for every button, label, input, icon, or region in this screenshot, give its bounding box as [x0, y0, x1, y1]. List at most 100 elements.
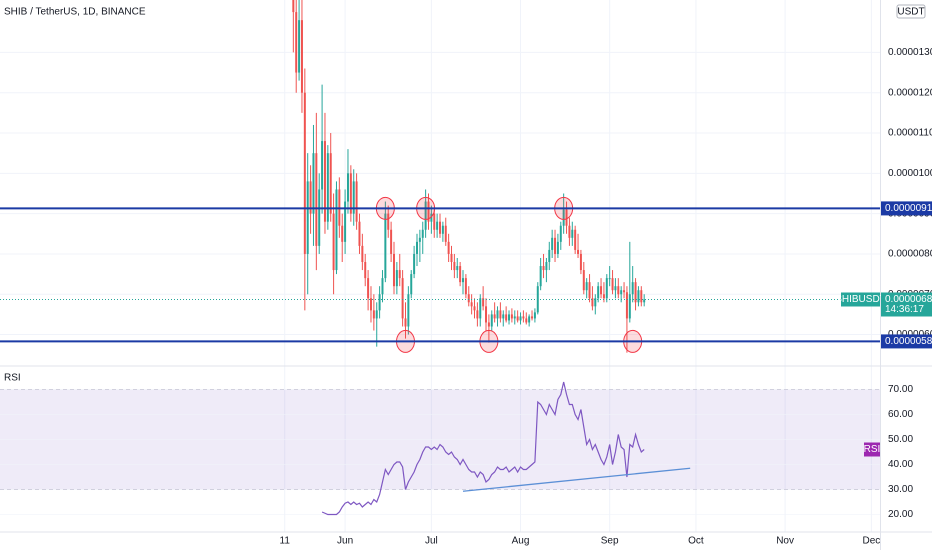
candle-body [473, 306, 476, 311]
currency-label[interactable]: USDT [897, 7, 924, 18]
candle-body [602, 294, 605, 299]
candle-body [562, 209, 565, 226]
candle-body [295, 12, 298, 73]
symbol-label: SHIBUSDT [835, 294, 886, 305]
candle-body [335, 189, 338, 271]
candle-body [427, 201, 430, 222]
x-tick-label: Jun [337, 536, 353, 547]
candle-body [346, 173, 349, 202]
y-tick-label: 0.00001200 [888, 87, 932, 98]
candle-body [556, 241, 559, 254]
candle-body [582, 270, 585, 291]
candle-body [464, 278, 467, 295]
candle-body [447, 241, 450, 254]
candle-body [505, 314, 508, 321]
candle-body [421, 229, 424, 238]
y-tick-label: 30.00 [888, 484, 913, 495]
candle-body [522, 316, 525, 319]
candle-body [367, 278, 370, 299]
candle-body [637, 290, 640, 303]
candle-body [398, 270, 401, 279]
candle-body [332, 213, 335, 271]
rsi-tag: RSI [864, 444, 881, 455]
candle-body [323, 141, 326, 222]
y-tick-label: 60.00 [888, 409, 913, 420]
y-tick-label: 50.00 [888, 434, 913, 445]
candle-body [496, 310, 499, 319]
candle-body [565, 209, 568, 226]
candle-body [617, 286, 620, 295]
candle-body [306, 181, 309, 254]
candle-body [381, 278, 384, 295]
y-tick-label: 0.00001000 [888, 168, 932, 179]
candle-body [554, 237, 557, 254]
candle-body [441, 225, 444, 234]
candle-body [574, 229, 577, 250]
candle-body [539, 266, 542, 287]
candle-body [476, 310, 479, 319]
candle-body [525, 318, 528, 323]
candle-body [594, 298, 597, 307]
candle-body [410, 274, 413, 295]
candle-body [640, 290, 643, 303]
candle-body [479, 298, 482, 319]
candle-body [358, 221, 361, 246]
candle-body [545, 262, 548, 271]
candle-body [600, 286, 603, 295]
countdown-label: 14:36:17 [885, 304, 924, 315]
candle-body [344, 201, 347, 242]
x-tick-label: Nov [776, 536, 794, 547]
candle-body [418, 237, 421, 242]
candle-body [620, 290, 623, 295]
candle-body [369, 298, 372, 311]
candle-body [372, 310, 375, 319]
price-pane [0, 0, 880, 353]
candle-body [361, 245, 364, 263]
candle-body [444, 225, 447, 242]
candle-body [292, 0, 295, 13]
candle-body [585, 282, 588, 291]
candle-body [533, 312, 536, 319]
candle-body [392, 253, 395, 287]
last-price-label: 0.00000687 [885, 294, 932, 305]
y-tick-label: 20.00 [888, 509, 913, 520]
candle-body [326, 153, 329, 222]
candle-body [390, 229, 393, 254]
level-label-box [881, 201, 932, 216]
candle-body [352, 181, 355, 214]
candle-body [355, 181, 358, 222]
candle-body [628, 294, 631, 319]
rsi-pane [0, 381, 880, 516]
rsi-line [321, 381, 645, 516]
candle-body [462, 278, 465, 283]
price-grid [0, 0, 880, 532]
candle-body [508, 314, 511, 321]
candle-body [436, 221, 439, 230]
x-tick-label: 11 [280, 536, 291, 547]
candle-body [499, 310, 502, 319]
currency-box[interactable] [896, 4, 926, 19]
candle-body [341, 225, 344, 242]
candle-body [510, 314, 513, 319]
x-tick-label: Oct [688, 536, 704, 547]
candle-body [470, 302, 473, 307]
x-tick-label: Dec [862, 536, 880, 547]
y-tick-label: 70.00 [888, 384, 913, 395]
symbol-box [841, 292, 880, 307]
trend-line [462, 467, 691, 492]
chart-title: SHIB / TetherUS, 1D, BINANCE [4, 7, 146, 18]
candle-body [591, 298, 594, 307]
candle-body [625, 292, 628, 319]
candle-body [456, 266, 459, 271]
candle-body [459, 266, 462, 283]
candle-body [298, 20, 301, 73]
candle-body [407, 294, 410, 327]
candle-body [559, 225, 562, 242]
candle-body [364, 262, 367, 279]
candle-body [450, 253, 453, 263]
x-tick-label: Aug [512, 536, 530, 547]
candle-body [378, 294, 381, 311]
candle-body [487, 322, 490, 327]
